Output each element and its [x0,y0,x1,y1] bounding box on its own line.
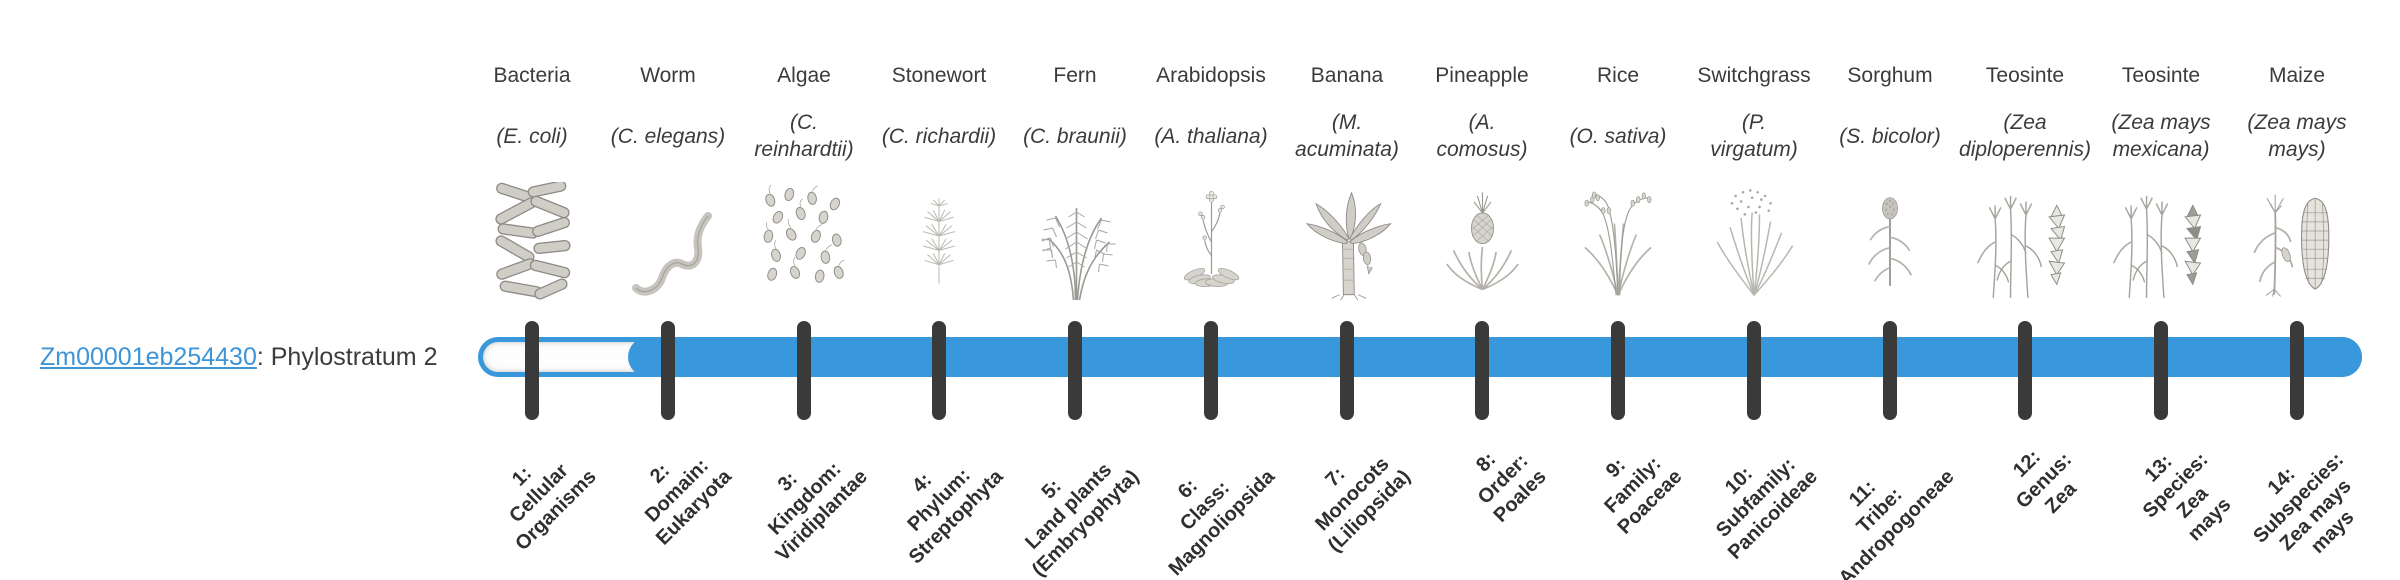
pineapple-illustration [1416,172,1548,302]
phylostratum-tick [1475,321,1489,420]
stratum-label: 8: Order: Poales [1471,448,1551,527]
algae-illustration [738,172,870,302]
organism-common-name: Teosinte [1985,64,2065,87]
stratum-label: 2: Domain: Eukaryota [641,454,737,550]
stratum-label: 6: Class: Magnoliopsida [1164,465,1280,580]
organism-common-name: Switchgrass [1697,64,1811,87]
bacteria-illustration [466,172,598,302]
organism-common-name: Pineapple [1435,64,1529,87]
stratum-label: 7: Monocots (Liliopsida) [1311,453,1416,557]
stratum-label: 14: Subspecies: Zea mays mays [2249,448,2359,558]
timeline-filled-segment [628,337,2362,377]
gene-id-link[interactable]: Zm00001eb254430 [40,343,257,371]
phylostratum-tick [2154,321,2168,420]
organism-common-name: Fern [1053,64,1097,87]
stratum-label: 5: Land plants (Embryophyta) [1021,458,1144,580]
phylostratum-tick [1883,321,1897,420]
organism-common-name: Stonewort [891,64,987,87]
timeline-bar [478,337,2362,377]
banana-icon [1305,191,1392,301]
stratum-label: 1: Cellular Organisms [504,459,601,556]
organism-species-name: (A. thaliana) [1154,124,1268,148]
organism-species-name: (C. reinhardtii) [754,111,854,161]
organism-common-name: Worm [640,64,696,87]
organism-common-name: Rice [1596,64,1639,87]
stonewort-illustration [873,172,1005,302]
phylostratum-tick [661,321,675,420]
pineapple-icon [1445,192,1519,291]
stratum-label: 11: Tribe: Andropogoneae [1834,465,1959,580]
organism-species-name: (Zea diploperennis) [1959,111,2091,161]
organism-common-name: Algae [777,64,831,87]
stratum-label: 9: Family: Poaceae [1600,452,1687,539]
organism-common-name: Bacteria [493,64,571,87]
gene-phylostratum-text: : Phylostratum 2 [256,343,438,371]
worm-illustration [602,172,734,302]
teosinte-mexicana-illustration [2095,172,2227,302]
phylostratum-tick [1204,321,1218,420]
arabidopsis-icon [1183,191,1239,287]
maize-icon [2253,194,2330,297]
phylostratum-tick [932,321,946,420]
teosinte-mexicana-icon [2113,195,2202,298]
worm-icon [632,212,712,296]
organism-species-name: (C. richardii) [881,124,997,148]
fern-illustration [1009,172,1141,302]
teosinte-icon [1977,195,2066,298]
switchgrass-icon [1716,189,1794,296]
sorghum-icon [1867,197,1913,286]
phylostratum-tick [2018,321,2032,420]
organism-species-name: (O. sativa) [1569,124,1667,148]
stratum-label: 4: Phylum: Streptophyta [903,464,1008,569]
arabidopsis-illustration [1145,172,1277,302]
fern-icon [1040,208,1115,301]
organism-species-name: (Zea mays mexicana) [2111,111,2211,161]
stratum-label: 3: Kingdom: Viridiplantae [764,458,873,566]
organism-common-name: Sorghum [1847,64,1933,87]
phylostratum-tick [525,321,539,420]
phylostratum-tick [797,321,811,420]
rice-icon [1584,191,1652,296]
rice-illustration [1552,172,1684,302]
organism-common-name: Teosinte [2121,64,2201,87]
organism-common-name: Maize [2268,64,2326,87]
organism-species-name: (C. braunii) [1023,124,1127,148]
organism-species-name: (A. comosus) [1436,111,1528,161]
banana-illustration [1281,172,1413,302]
teosinte-illustration [1959,172,2091,302]
phylostratum-tick [2290,321,2304,420]
switchgrass-illustration [1688,172,1820,302]
maize-illustration [2231,172,2363,302]
sorghum-illustration [1824,172,1956,302]
organism-species-name: (P. virgatum) [1710,111,1798,161]
organism-common-name: Banana [1310,64,1384,87]
stratum-label: 12: Genus: Zea [2009,445,2082,518]
bacteria-icon [495,182,571,300]
phylostratum-tick [1068,321,1082,420]
timeline-unfilled-segment [483,342,655,372]
gene-label: Zm00001eb254430: Phylostratum 2 [40,341,438,373]
organism-species-name: (C. elegans) [610,124,726,148]
phylostratum-tick [1611,321,1625,420]
algae-icon [763,184,845,283]
stonewort-icon [923,198,955,284]
stratum-label: 13: Species: Zea mays [2138,448,2236,546]
organism-species-name: (Zea mays mays) [2247,111,2347,161]
phylostratum-tick [1340,321,1354,420]
phylostratum-tick [1747,321,1761,420]
organism-species-name: (M. acuminata) [1295,111,1399,161]
stratum-label: 10: Subfamily: Panicoideae [1712,453,1823,564]
organism-species-name: (S. bicolor) [1839,124,1941,148]
organism-common-name: Arabidopsis [1156,64,1266,87]
organism-species-name: (E. coli) [496,124,568,148]
